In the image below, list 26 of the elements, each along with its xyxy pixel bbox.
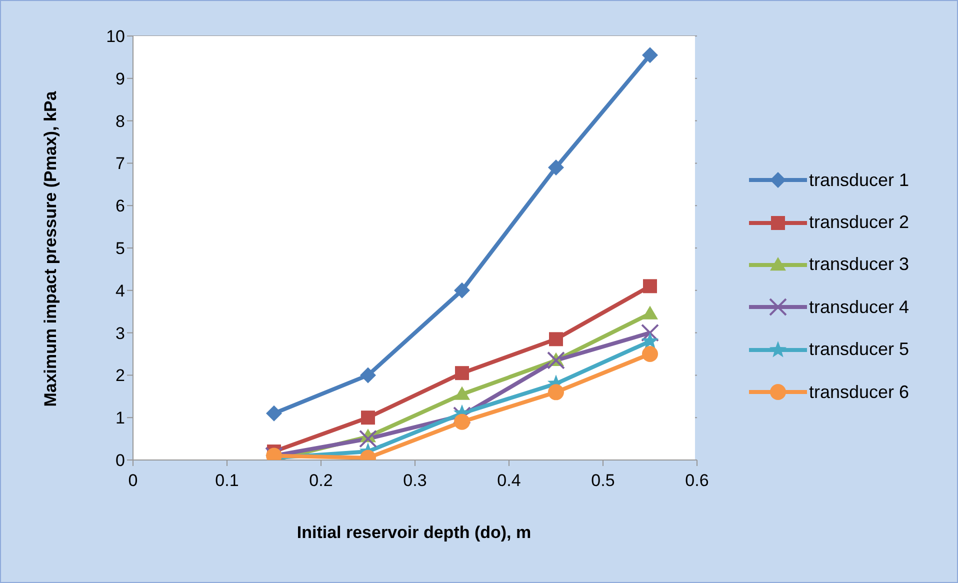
x-tick-label: 0.3 <box>403 471 427 490</box>
y-tick-label: 2 <box>116 366 125 386</box>
legend-label: transducer 1 <box>809 170 910 191</box>
x-tick-label: 0 <box>128 471 138 490</box>
y-tick-label: 8 <box>116 112 125 131</box>
y-tick-label: 10 <box>106 27 125 46</box>
y-axis-title: Maximum impact pressure (Pmax), kPa <box>41 91 61 407</box>
x-tick-label: 0.1 <box>215 471 239 490</box>
x-tick-label: 0.2 <box>309 471 333 490</box>
legend-label: transducer 4 <box>809 296 910 318</box>
y-tick-label: 1 <box>116 408 125 428</box>
y-tick-label: 7 <box>116 154 125 174</box>
y-tick-label: 0 <box>116 451 125 470</box>
y-tick-label: 5 <box>116 239 125 258</box>
x-tick-label: 0.5 <box>591 471 615 490</box>
x-tick-label: 0.6 <box>685 471 709 490</box>
y-tick-label: 3 <box>116 324 125 343</box>
x-tick-label: 0.4 <box>497 471 521 490</box>
legend-label: transducer 6 <box>809 382 910 403</box>
y-tick-label: 9 <box>116 69 125 88</box>
legend-label: transducer 2 <box>809 212 910 234</box>
legend-label: transducer 3 <box>809 254 910 276</box>
legend-label: transducer 5 <box>809 339 910 360</box>
y-tick-label: 6 <box>116 196 125 216</box>
y-tick-label: 4 <box>116 281 125 300</box>
x-axis-title: Initial reservoir depth (do), m <box>296 523 532 543</box>
